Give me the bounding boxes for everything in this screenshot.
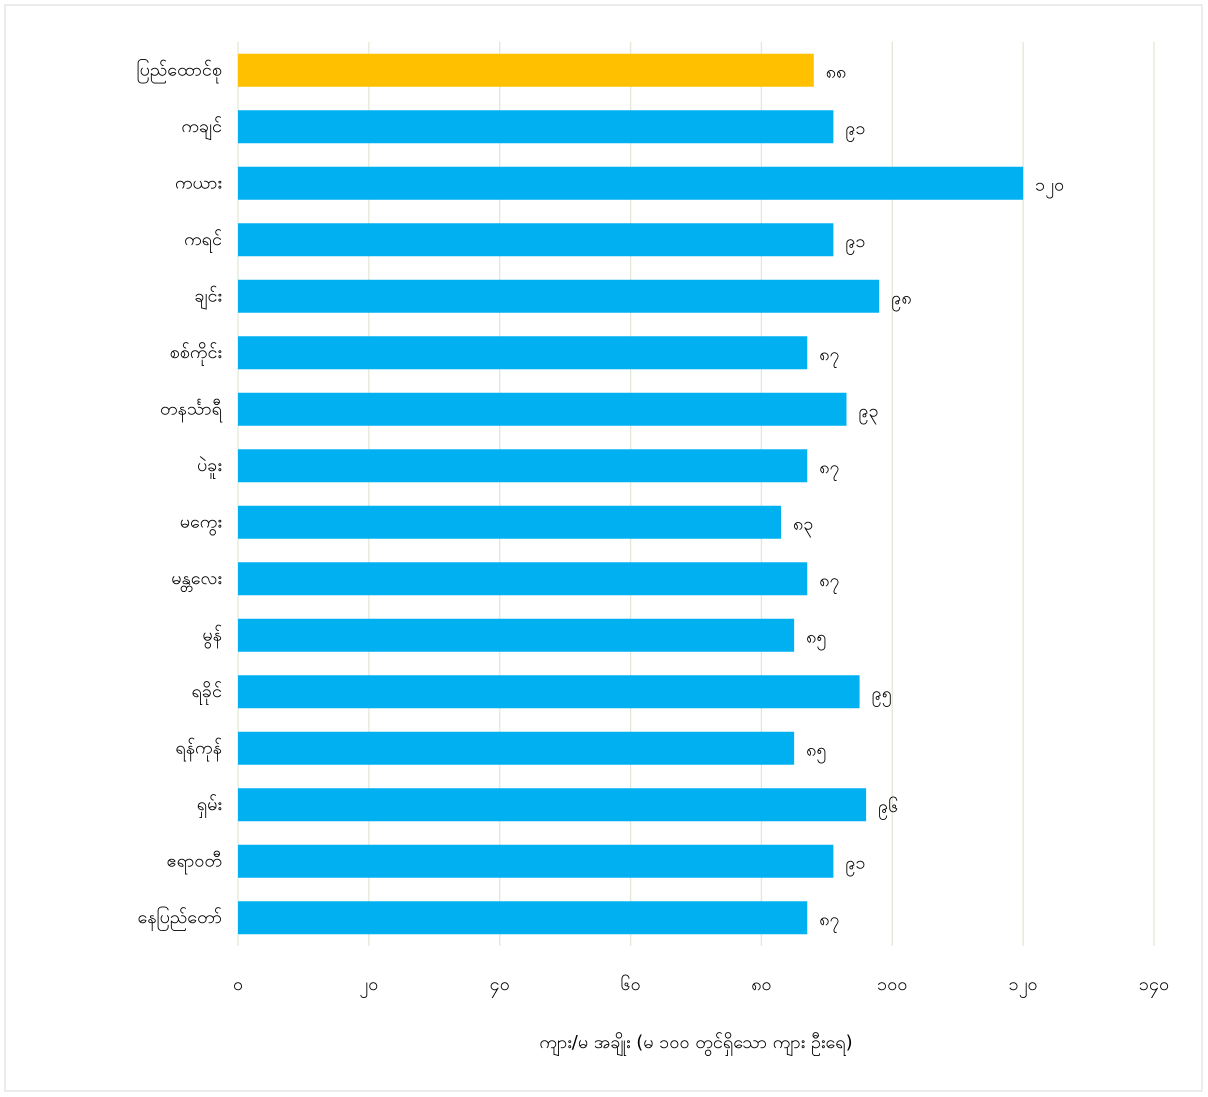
bar: [238, 844, 834, 878]
bar: [238, 53, 814, 87]
x-tick-label: ၄၀: [490, 974, 510, 998]
bar: [238, 166, 1024, 200]
y-tick-label: ကယား: [175, 172, 222, 193]
bar: [238, 449, 808, 483]
data-label: ၈၈: [826, 61, 847, 82]
x-axis-title: ကျား/မ အချိုး (မ ၁၀၀ တွင်ရှိသော ကျား ဦးရ…: [539, 1032, 852, 1056]
bar: [238, 618, 795, 652]
bar: [238, 788, 867, 822]
data-label: ၈၇: [819, 457, 839, 481]
bar: [238, 562, 808, 596]
data-label: ၉၈: [891, 287, 911, 311]
bar: [238, 731, 795, 765]
y-tick-label: ရန်ကုန်: [175, 737, 222, 761]
y-tick-label: ကချင်: [181, 116, 222, 140]
bar: [238, 505, 782, 539]
y-tick-label: မကွေး: [180, 511, 222, 535]
y-tick-label: ဧရာဝတီ: [167, 850, 223, 874]
x-tick-label: ၁၄၀: [1139, 974, 1169, 998]
y-tick-label: နေပြည်တော်: [138, 906, 222, 931]
bar: [238, 675, 860, 709]
y-tick-label: ပဲခူး: [197, 455, 222, 479]
bar: [238, 901, 808, 935]
data-label: ၈၃: [793, 513, 813, 537]
x-tick-label: ၀: [233, 974, 243, 995]
x-tick-label: ၂၀: [359, 974, 378, 998]
y-tick-label: ရှမ်း: [197, 794, 222, 818]
y-tick-label: မန္တလေး: [171, 568, 222, 592]
data-label: ၉၅: [872, 683, 892, 707]
data-label: ၈၇: [819, 570, 839, 594]
y-tick-label: မွန်: [202, 624, 222, 648]
y-tick-label: ပြည်ထောင်စု: [137, 58, 222, 83]
data-label: ၈၅: [806, 626, 826, 650]
bar: [238, 110, 834, 144]
y-tick-label: ကရင်: [184, 229, 222, 253]
y-tick-label: ချင်း: [194, 285, 222, 309]
bar: [238, 223, 834, 257]
y-tick-label: စစ်ကိုင်း: [170, 342, 222, 366]
y-tick-label: တနင်္သာရီ: [160, 398, 223, 422]
data-label: ၉၁: [845, 118, 865, 142]
bar: [238, 279, 880, 313]
x-tick-label: ၈၀: [751, 974, 771, 995]
data-label: ၈၅: [806, 739, 826, 763]
bar: [238, 392, 847, 426]
data-label: ၉၆: [878, 796, 898, 820]
data-label: ၁၂၀: [1035, 174, 1064, 198]
x-tick-label: ၁၂၀: [1009, 974, 1038, 998]
data-label: ၈၇: [819, 909, 839, 933]
data-label: ၉၃: [858, 400, 878, 424]
x-tick-label: ၁၀၀: [877, 974, 907, 995]
y-tick-label: ရခိုင်: [192, 681, 222, 705]
data-label: ၉၁: [845, 852, 865, 876]
data-label: ၈၇: [819, 344, 839, 368]
x-tick-label: ၆၀: [620, 974, 640, 995]
bar: [238, 336, 808, 370]
data-label: ၉၁: [845, 231, 865, 255]
